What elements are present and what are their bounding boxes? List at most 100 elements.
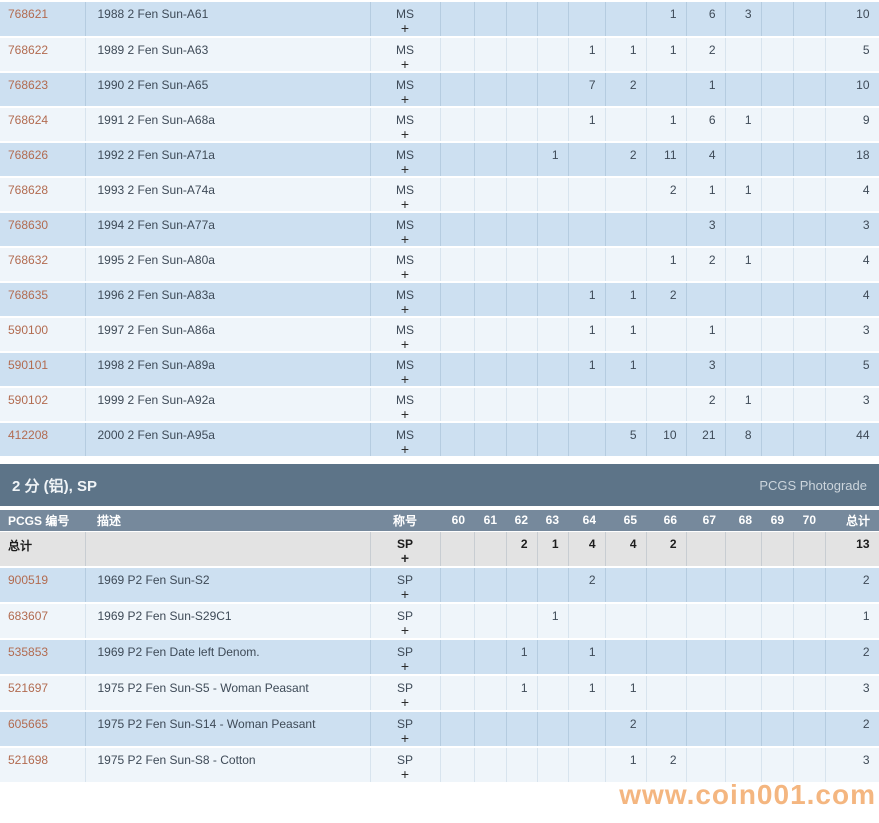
expand-plus-button[interactable]: +: [400, 371, 410, 387]
column-header-grade-67: 67: [686, 510, 725, 532]
pcgs-number-link[interactable]: 768630: [0, 212, 86, 248]
pcgs-number-link[interactable]: 768621: [0, 2, 86, 38]
grade-count-cell: [761, 212, 794, 248]
pcgs-number-link[interactable]: 900519: [0, 567, 86, 604]
grade-count-cell: 1: [568, 282, 606, 318]
expand-plus-button[interactable]: +: [400, 658, 410, 674]
total-count-cell: 18: [825, 142, 879, 178]
grade-count-cell: 1: [506, 639, 538, 676]
grade-count-cell: [537, 747, 569, 784]
pcgs-number-link[interactable]: 768632: [0, 247, 86, 283]
expand-plus-button[interactable]: +: [400, 622, 410, 638]
table-row: 590102 1999 2 Fen Sun-A92a MS +2 1 3: [0, 387, 879, 423]
photograde-link[interactable]: PCGS Photograde: [759, 477, 867, 493]
grade-title: SP: [396, 536, 413, 551]
grade-count-cell: [568, 177, 606, 213]
grade-count-cell: [761, 531, 794, 568]
grade-count-cell: [793, 711, 826, 748]
grade-title: MS: [396, 43, 414, 57]
coin-description: 1975 P2 Fen Sun-S8 - Cotton: [85, 747, 371, 784]
pcgs-number-link[interactable]: 412208: [0, 422, 86, 458]
grade-count-cell: 3: [686, 352, 726, 388]
expand-plus-button[interactable]: +: [400, 196, 410, 212]
expand-plus-button[interactable]: +: [400, 441, 410, 457]
expand-plus-button[interactable]: +: [400, 231, 410, 247]
grade-count-cell: [646, 352, 687, 388]
grade-count-cell: [506, 72, 538, 108]
grade-count-cell: [537, 352, 569, 388]
column-header-grade-64: 64: [568, 510, 605, 532]
expand-plus-button[interactable]: +: [400, 549, 410, 566]
expand-plus-button[interactable]: +: [400, 161, 410, 177]
expand-plus-button[interactable]: +: [400, 406, 410, 422]
pcgs-number-link[interactable]: 768628: [0, 177, 86, 213]
expand-plus-button[interactable]: +: [400, 91, 410, 107]
grade-count-cell: [474, 352, 507, 388]
grade-count-cell: [537, 567, 569, 604]
grade-count-cell: [568, 603, 606, 640]
grade-count-cell: [686, 282, 726, 318]
expand-plus-button[interactable]: +: [400, 266, 410, 282]
grade-title: MS: [396, 218, 414, 232]
grade-count-cell: [725, 37, 762, 73]
grade-count-cell: 2: [646, 747, 687, 784]
expand-plus-button[interactable]: +: [400, 20, 410, 36]
pcgs-number-link[interactable]: 535853: [0, 639, 86, 676]
grade-count-cell: [474, 639, 507, 676]
grade-count-cell: [761, 72, 794, 108]
grade-title: MS: [396, 183, 414, 197]
grade-count-cell: 2: [686, 247, 726, 283]
grade-count-cell: 1: [646, 247, 687, 283]
grade-count-cell: [440, 711, 475, 748]
coin-description: 1990 2 Fen Sun-A65: [85, 72, 371, 108]
pcgs-number-link[interactable]: 768624: [0, 107, 86, 143]
grade-count-cell: [793, 107, 826, 143]
grade-count-cell: [686, 675, 726, 712]
pcgs-number-link[interactable]: 590100: [0, 317, 86, 353]
coin-description: 1993 2 Fen Sun-A74a: [85, 177, 371, 213]
grade-count-cell: [568, 422, 606, 458]
pcgs-number-link[interactable]: 590101: [0, 352, 86, 388]
column-header-grade-60: 60: [440, 510, 474, 532]
pcgs-number-link[interactable]: 683607: [0, 603, 86, 640]
grade-count-cell: [506, 747, 538, 784]
coin-description: 1975 P2 Fen Sun-S5 - Woman Peasant: [85, 675, 371, 712]
grade-count-cell: [605, 567, 647, 604]
grade-title: MS: [396, 148, 414, 162]
total-count-cell: 4: [825, 177, 879, 213]
expand-plus-button[interactable]: +: [400, 301, 410, 317]
pcgs-number-link[interactable]: 590102: [0, 387, 86, 423]
pcgs-number-link[interactable]: 768622: [0, 37, 86, 73]
table-row: 768630 1994 2 Fen Sun-A77a MS +3 3: [0, 212, 879, 248]
pcgs-number-link[interactable]: 605665: [0, 711, 86, 748]
expand-plus-button[interactable]: +: [400, 694, 410, 710]
grade-count-cell: [725, 282, 762, 318]
grade-title: MS: [396, 78, 414, 92]
grade-count-cell: [537, 675, 569, 712]
pcgs-number-link[interactable]: 768623: [0, 72, 86, 108]
expand-plus-button[interactable]: +: [400, 586, 410, 602]
grade-count-cell: 3: [686, 212, 726, 248]
pcgs-number-link[interactable]: 521698: [0, 747, 86, 784]
pcgs-number-link[interactable]: 521697: [0, 675, 86, 712]
grade-count-cell: [440, 387, 475, 423]
expand-plus-button[interactable]: +: [400, 336, 410, 352]
grade-count-cell: [568, 387, 606, 423]
grade-title: MS: [396, 113, 414, 127]
coin-description: 2000 2 Fen Sun-A95a: [85, 422, 371, 458]
expand-plus-button[interactable]: +: [400, 766, 410, 782]
expand-plus-button[interactable]: +: [400, 56, 410, 72]
grade-count-cell: [440, 675, 475, 712]
grade-count-cell: [793, 317, 826, 353]
expand-plus-button[interactable]: +: [400, 730, 410, 746]
grade-count-cell: [686, 711, 726, 748]
grade-count-cell: [761, 675, 794, 712]
grade-title-cell: MS +: [370, 352, 441, 388]
grade-title-cell: MS +: [370, 422, 441, 458]
grade-count-cell: 2: [646, 531, 687, 568]
grade-count-cell: [537, 107, 569, 143]
pcgs-number-link[interactable]: 768635: [0, 282, 86, 318]
expand-plus-button[interactable]: +: [400, 126, 410, 142]
pcgs-number-link[interactable]: 768626: [0, 142, 86, 178]
grade-count-cell: [761, 282, 794, 318]
